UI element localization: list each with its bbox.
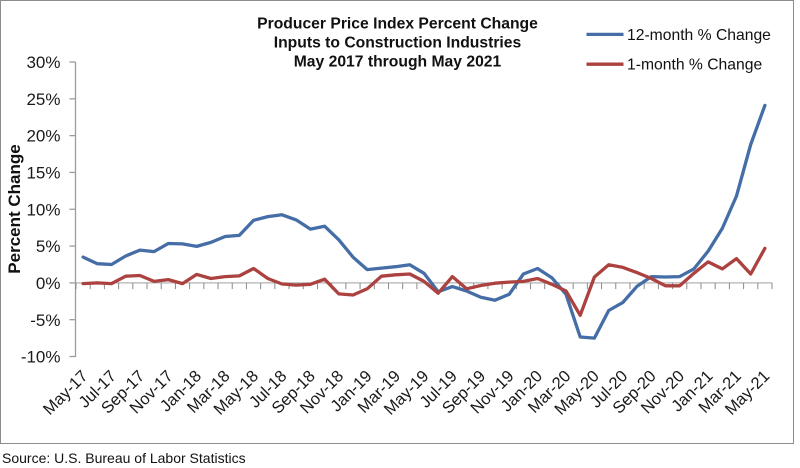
svg-text:30%: 30% xyxy=(26,53,60,72)
svg-text:-5%: -5% xyxy=(30,311,60,330)
svg-text:25%: 25% xyxy=(26,90,60,109)
svg-text:Inputs to Construction Industr: Inputs to Construction Industries xyxy=(274,35,522,52)
svg-text:1-month % Change: 1-month % Change xyxy=(627,57,762,74)
svg-text:20%: 20% xyxy=(26,127,60,146)
svg-text:Producer Price Index Percent C: Producer Price Index Percent Change xyxy=(257,15,538,32)
svg-text:15%: 15% xyxy=(26,164,60,183)
svg-text:Percent Change: Percent Change xyxy=(5,144,24,273)
svg-text:12-month % Change: 12-month % Change xyxy=(627,27,771,44)
svg-text:0%: 0% xyxy=(36,274,61,293)
svg-text:May 2017 through May 2021: May 2017 through May 2021 xyxy=(294,53,502,70)
svg-text:-10%: -10% xyxy=(21,348,61,367)
svg-text:10%: 10% xyxy=(26,200,60,219)
svg-text:5%: 5% xyxy=(36,237,61,256)
svg-text:Source: U.S. Bureau of Labor S: Source: U.S. Bureau of Labor Statistics xyxy=(2,450,246,466)
